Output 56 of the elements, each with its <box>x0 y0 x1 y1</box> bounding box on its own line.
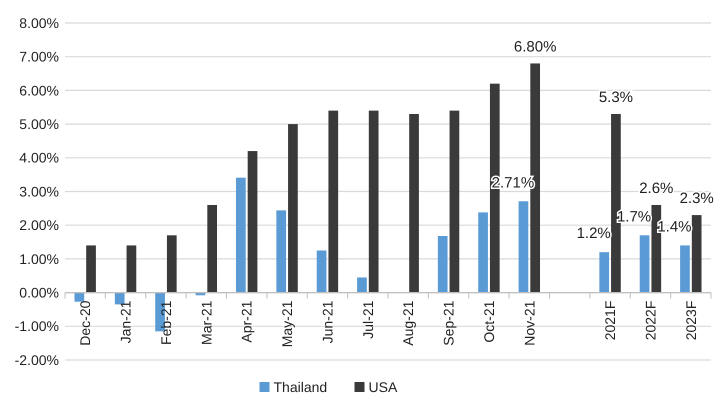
bar <box>248 151 258 293</box>
y-tick-label: 8.00% <box>19 14 59 31</box>
bar <box>599 252 610 293</box>
y-tick-label: -1.00% <box>14 318 59 334</box>
x-tick-label: Jul-21 <box>360 300 376 339</box>
bar <box>328 110 338 293</box>
x-tick-label: 2022F <box>642 300 658 340</box>
bar <box>196 292 206 296</box>
x-tick-label: Nov-21 <box>521 300 538 346</box>
x-tick-label: Apr-21 <box>238 300 255 343</box>
data-label: 1.2% <box>576 225 611 242</box>
x-tick-label: Sep-21 <box>440 300 457 346</box>
bar <box>288 124 298 293</box>
bar <box>680 245 690 293</box>
x-tick-label: Mar-21 <box>198 300 214 345</box>
x-tick-label: 2023F <box>682 300 699 340</box>
bar <box>166 235 177 293</box>
x-tick-label: May-21 <box>279 300 296 348</box>
bar <box>450 110 460 293</box>
y-tick-label: 5.00% <box>19 116 59 132</box>
y-tick-label: -2.00% <box>14 352 59 368</box>
bar <box>438 236 448 293</box>
data-label: 5.3% <box>598 88 634 106</box>
bar <box>236 178 246 293</box>
bar <box>518 201 528 293</box>
data-label: 2.6% <box>639 180 674 197</box>
y-tick-label: 3.00% <box>19 183 59 200</box>
bar <box>640 235 650 293</box>
x-tick-label: Oct-21 <box>480 300 497 343</box>
x-tick-label: Aug-21 <box>400 300 416 346</box>
x-tick-label: Jan-21 <box>118 300 134 344</box>
bar <box>316 250 326 293</box>
bar <box>86 245 96 293</box>
y-tick-label: 2.00% <box>19 217 59 234</box>
data-label: 6.80% <box>514 38 556 56</box>
y-tick-label: 4.00% <box>19 150 59 166</box>
x-tick-label: 2021F <box>602 300 618 340</box>
bar <box>478 212 488 293</box>
x-tick-label: Dec-20 <box>77 300 94 346</box>
x-tick-label: Feb-21 <box>158 300 174 345</box>
bar <box>368 110 379 293</box>
bar <box>207 204 218 293</box>
y-tick-label: 0.00% <box>19 284 59 300</box>
bar <box>357 277 367 293</box>
y-tick-label: 6.00% <box>19 82 59 98</box>
x-tick-label: Jun-21 <box>319 300 336 344</box>
legend-label: USA <box>368 378 398 395</box>
bar <box>74 292 84 302</box>
bar <box>692 215 702 293</box>
y-tick-label: 1.00% <box>19 250 59 267</box>
bar <box>126 245 136 293</box>
legend-label: Thailand <box>274 378 328 395</box>
data-label: 2.3% <box>680 190 714 208</box>
bar <box>409 114 419 293</box>
bar <box>276 210 286 293</box>
y-tick-label: 7.00% <box>19 48 59 65</box>
